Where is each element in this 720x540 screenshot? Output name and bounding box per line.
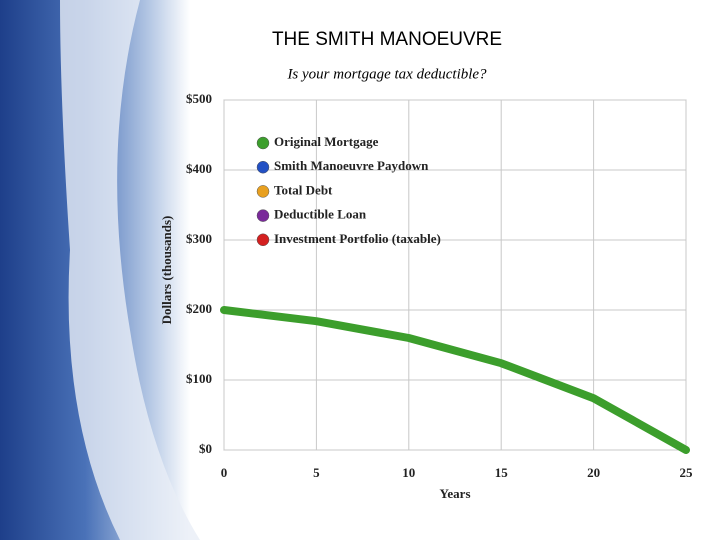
y-tick-label: $400 — [186, 161, 212, 176]
legend-label: Total Debt — [274, 182, 333, 197]
series-line — [220, 306, 690, 454]
legend-label: Deductible Loan — [274, 207, 367, 222]
legend-marker — [256, 209, 270, 222]
y-tick-label: $0 — [199, 441, 212, 456]
legend-label: Investment Portfolio (taxable) — [274, 231, 441, 246]
x-tick-label: 25 — [680, 465, 694, 480]
x-axis-label: Years — [439, 486, 470, 501]
y-tick-label: $100 — [186, 371, 212, 386]
y-tick-label: $200 — [186, 301, 212, 316]
legend-label: Original Mortgage — [274, 134, 379, 149]
x-tick-label: 5 — [313, 465, 320, 480]
y-tick-label: $300 — [186, 231, 212, 246]
y-axis-label: Dollars (thousands) — [159, 216, 174, 325]
subtitle: Is your mortgage tax deductible? — [286, 66, 487, 82]
x-tick-label: 20 — [587, 465, 600, 480]
legend-marker — [256, 233, 270, 247]
x-tick-label: 15 — [495, 465, 509, 480]
x-tick-label: 0 — [221, 465, 228, 480]
legend-marker — [256, 185, 270, 198]
plot-area — [223, 99, 687, 451]
legend-label: Smith Manoeuvre Paydown — [274, 158, 429, 173]
paper-decoration — [60, 0, 200, 540]
legend-marker — [256, 160, 270, 174]
legend-marker — [256, 136, 270, 150]
x-tick-label: 10 — [402, 465, 415, 480]
title: THE SMITH MANOEUVRE — [272, 29, 502, 50]
y-tick-label: $500 — [186, 91, 212, 106]
